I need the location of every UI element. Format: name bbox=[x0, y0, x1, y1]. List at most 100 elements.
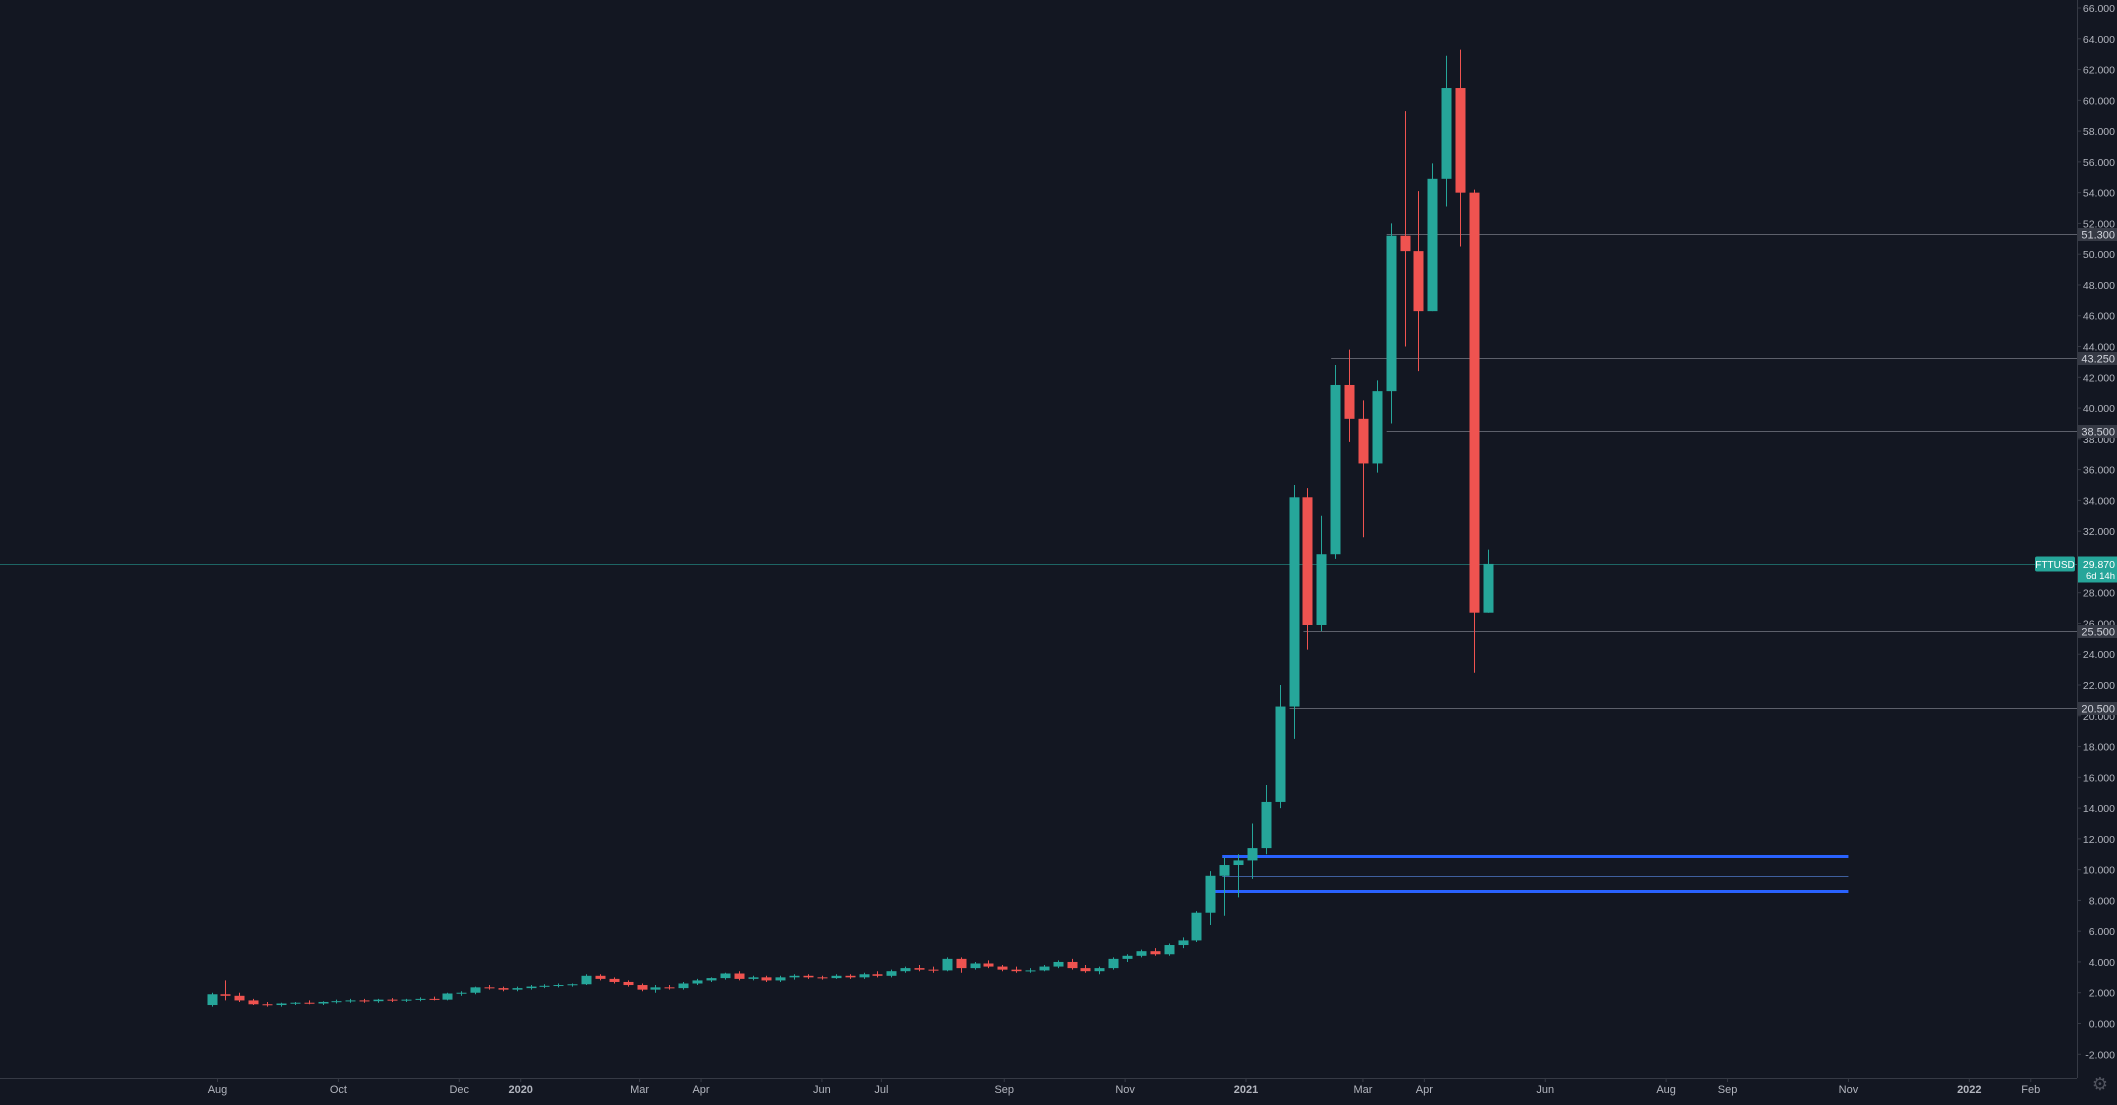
candle-up[interactable] bbox=[831, 974, 842, 979]
candle-down[interactable] bbox=[1150, 948, 1161, 956]
candle-up[interactable] bbox=[553, 983, 564, 988]
time-axis[interactable]: Aug Oct Dec 2020 Mar Apr Jun Jul Sep Nov 2021 Mar Ap… bbox=[0, 1078, 2077, 1096]
candle-up[interactable] bbox=[1441, 55, 1452, 207]
candle-up[interactable] bbox=[942, 957, 953, 972]
candle-up[interactable] bbox=[1219, 857, 1230, 916]
gear-icon[interactable]: ⚙ bbox=[2091, 1074, 2109, 1095]
candle-body bbox=[734, 973, 745, 979]
candle-up[interactable] bbox=[1233, 854, 1244, 898]
candle-up[interactable] bbox=[720, 972, 731, 980]
candle-down[interactable] bbox=[220, 980, 231, 1001]
candle-down[interactable] bbox=[1080, 965, 1091, 973]
candle-down[interactable] bbox=[595, 974, 606, 981]
candle-down[interactable] bbox=[637, 983, 648, 992]
candle-up[interactable] bbox=[859, 972, 870, 979]
candle-down[interactable] bbox=[359, 998, 370, 1003]
candle-up[interactable] bbox=[1275, 685, 1286, 809]
candle-down[interactable] bbox=[1302, 488, 1313, 650]
candle-down[interactable] bbox=[997, 965, 1008, 972]
candle-down[interactable] bbox=[304, 1000, 315, 1005]
candle-up[interactable] bbox=[415, 997, 426, 1002]
candle-up[interactable] bbox=[526, 985, 537, 990]
candle-up[interactable] bbox=[1122, 954, 1133, 962]
candle-up[interactable] bbox=[678, 981, 689, 990]
candle-up[interactable] bbox=[886, 969, 897, 978]
candle-down[interactable] bbox=[387, 998, 398, 1002]
candle-down[interactable] bbox=[1413, 191, 1424, 372]
candle-down[interactable] bbox=[1067, 958, 1078, 970]
candle-down[interactable] bbox=[1455, 49, 1466, 247]
candle-down[interactable] bbox=[1400, 111, 1411, 347]
candle-up[interactable] bbox=[775, 975, 786, 982]
candle-up[interactable] bbox=[1164, 943, 1175, 956]
candle-down[interactable] bbox=[1011, 966, 1022, 973]
candle-up[interactable] bbox=[1178, 937, 1189, 949]
candle-up[interactable] bbox=[331, 999, 342, 1004]
candle-down[interactable] bbox=[817, 975, 828, 980]
candle-up[interactable] bbox=[650, 985, 661, 993]
candle-up[interactable] bbox=[1136, 949, 1147, 958]
candle-up[interactable] bbox=[1108, 957, 1119, 970]
candle-up[interactable] bbox=[1427, 163, 1438, 312]
candle-down[interactable] bbox=[664, 985, 675, 990]
candle-up[interactable] bbox=[539, 984, 550, 989]
candle-up[interactable] bbox=[567, 983, 578, 987]
candle-down[interactable] bbox=[623, 980, 634, 987]
candle-up[interactable] bbox=[1261, 785, 1272, 855]
candle-up[interactable] bbox=[290, 1001, 301, 1006]
candle-up[interactable] bbox=[456, 991, 467, 996]
candle-up[interactable] bbox=[1316, 515, 1327, 632]
candle-down[interactable] bbox=[734, 971, 745, 981]
candle-down[interactable] bbox=[1344, 349, 1355, 442]
candle-up[interactable] bbox=[1386, 223, 1397, 424]
candle-up[interactable] bbox=[706, 977, 717, 982]
candle-down[interactable] bbox=[1469, 189, 1480, 673]
candle-up[interactable] bbox=[1205, 871, 1216, 926]
candle-up[interactable] bbox=[1039, 965, 1050, 972]
candle-down[interactable] bbox=[845, 974, 856, 979]
candle-down[interactable] bbox=[983, 960, 994, 969]
candle-down[interactable] bbox=[872, 971, 883, 978]
candle-up[interactable] bbox=[1053, 960, 1064, 969]
candle-down[interactable] bbox=[262, 1001, 273, 1007]
candle-up[interactable] bbox=[1247, 823, 1258, 879]
candle-up[interactable] bbox=[442, 992, 453, 1001]
candle-up[interactable] bbox=[900, 966, 911, 973]
time-tick-label: Mar bbox=[630, 1084, 649, 1096]
candle-up[interactable] bbox=[373, 998, 384, 1003]
candle-down[interactable] bbox=[484, 985, 495, 990]
candle-up[interactable] bbox=[1289, 484, 1300, 739]
candle-down[interactable] bbox=[234, 992, 245, 1002]
candle-up[interactable] bbox=[401, 998, 412, 1002]
price-tick-label: 36.000 bbox=[2083, 465, 2115, 477]
candle-down[interactable] bbox=[956, 957, 967, 973]
candle-up[interactable] bbox=[207, 992, 218, 1007]
candle-up[interactable] bbox=[318, 1001, 329, 1006]
candle-up[interactable] bbox=[276, 1002, 287, 1007]
candle-up[interactable] bbox=[1330, 364, 1341, 559]
candle-down[interactable] bbox=[914, 965, 925, 972]
candle-up[interactable] bbox=[581, 974, 592, 986]
candle-down[interactable] bbox=[429, 996, 440, 1001]
candle-up[interactable] bbox=[1372, 380, 1383, 473]
candle-down[interactable] bbox=[1358, 400, 1369, 538]
candle-up[interactable] bbox=[1191, 911, 1202, 942]
candle-up[interactable] bbox=[470, 986, 481, 995]
candle-up[interactable] bbox=[1094, 966, 1105, 975]
candle-up[interactable] bbox=[1483, 549, 1494, 613]
candle-down[interactable] bbox=[928, 966, 939, 973]
candle-up[interactable] bbox=[748, 975, 759, 981]
candle-down[interactable] bbox=[803, 974, 814, 979]
candle-down[interactable] bbox=[761, 975, 772, 982]
candle-up[interactable] bbox=[512, 986, 523, 992]
candle-down[interactable] bbox=[248, 998, 259, 1006]
candle-up[interactable] bbox=[345, 998, 356, 1003]
candle-up[interactable] bbox=[692, 978, 703, 986]
candle-down[interactable] bbox=[609, 977, 620, 984]
candle-up[interactable] bbox=[970, 961, 981, 970]
candle-up[interactable] bbox=[789, 974, 800, 980]
candle-up[interactable] bbox=[1025, 968, 1036, 973]
candle-down[interactable] bbox=[498, 986, 509, 992]
